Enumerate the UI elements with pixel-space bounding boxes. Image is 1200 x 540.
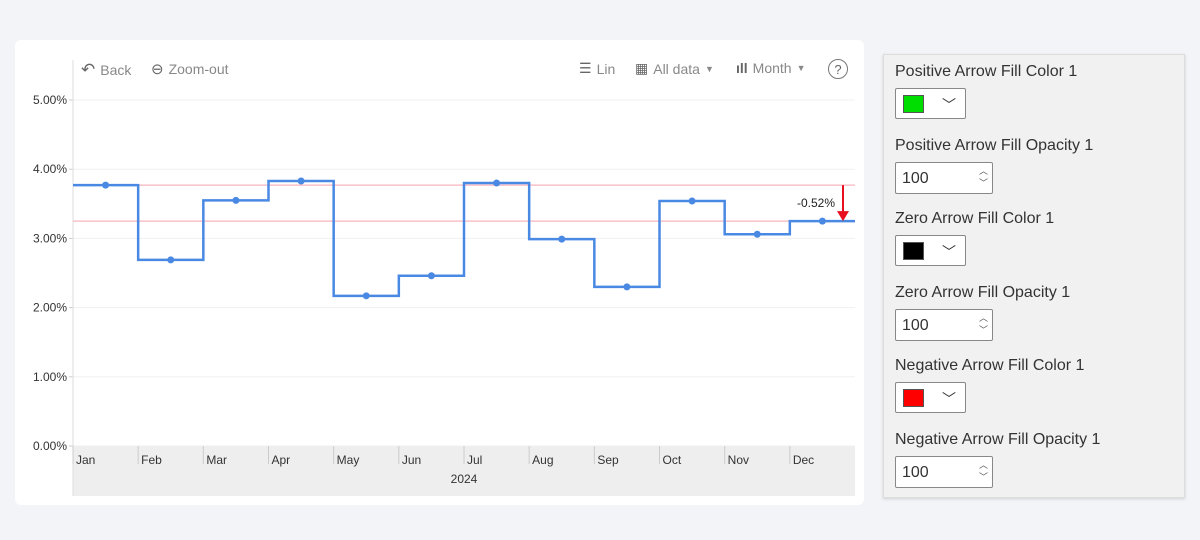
field-label: Negative Arrow Fill Opacity 1 <box>895 430 1101 448</box>
calendar-icon: ▦ <box>635 60 649 76</box>
opacity-stepper[interactable]: 100 ︿ ﹀ <box>895 308 993 341</box>
x-tick-label: Jan <box>76 453 95 467</box>
data-point <box>362 292 370 300</box>
chevron-down-icon: ﹀ <box>942 244 956 260</box>
data-point <box>558 235 566 243</box>
color-swatch <box>903 95 924 113</box>
zoom-out-label: Zoom-out <box>168 61 229 77</box>
field-label: Positive Arrow Fill Opacity 1 <box>895 136 1094 154</box>
opacity-stepper[interactable]: 100 ︿ ﹀ <box>895 455 993 488</box>
spinner-arrows-icon[interactable]: ︿ ﹀ <box>978 165 988 188</box>
data-point <box>753 230 761 238</box>
change-arrow-head-icon <box>837 211 849 222</box>
back-icon: ↶ <box>81 60 96 79</box>
color-picker[interactable]: ﹀ <box>895 382 966 413</box>
x-tick-label: May <box>337 453 360 467</box>
change-annotation: -0.52% <box>797 196 835 210</box>
period-label: Month <box>752 60 792 76</box>
opacity-value: 100 <box>902 316 929 334</box>
bar-chart-icon: ıll <box>736 60 748 76</box>
format-panel: Positive Arrow Fill Color 1 ﹀ Positive Arr… <box>883 54 1185 498</box>
x-tick-label: Oct <box>663 453 682 467</box>
y-tick-label: 1.00% <box>33 370 67 384</box>
series-line <box>73 179 855 298</box>
range-dropdown[interactable]: ▦ All data ▼ <box>635 60 714 77</box>
color-picker[interactable]: ﹀ <box>895 88 966 119</box>
spinner-arrows-icon[interactable]: ︿ ﹀ <box>978 459 988 482</box>
x-tick-label: Dec <box>793 453 814 467</box>
x-tick-label: Nov <box>728 453 749 467</box>
caret-down-icon: ▼ <box>704 63 714 74</box>
chevron-down-icon: ﹀ <box>942 97 956 113</box>
y-tick-label: 4.00% <box>33 162 67 176</box>
list-icon: ☰ <box>579 60 592 76</box>
range-label: All data <box>653 60 700 77</box>
opacity-value: 100 <box>902 463 929 481</box>
data-point <box>623 283 631 291</box>
field-label: Zero Arrow Fill Opacity 1 <box>895 283 1071 301</box>
data-point <box>167 256 175 264</box>
color-swatch <box>903 389 924 407</box>
y-tick-label: 0.00% <box>33 439 67 453</box>
data-point <box>232 196 240 204</box>
step-line-chart: 0.00% 1.00% 2.00% 3.00% 4.00% 5.00% Jan Feb Mar A… <box>33 60 855 496</box>
field-label: Positive Arrow Fill Color 1 <box>895 63 1078 80</box>
x-group-label: 2024 <box>451 472 478 486</box>
y-tick-label: 2.00% <box>33 301 67 315</box>
chart-card: 0.00% 1.00% 2.00% 3.00% 4.00% 5.00% Jan Feb Mar A… <box>15 40 864 505</box>
caret-down-icon: ▼ <box>796 63 806 73</box>
field-label: Zero Arrow Fill Color 1 <box>895 210 1055 227</box>
help-icon[interactable]: ? <box>828 59 848 79</box>
color-picker[interactable]: ﹀ <box>895 235 966 266</box>
x-tick-label: Feb <box>141 453 162 467</box>
x-tick-label: Jun <box>402 453 421 467</box>
help-label: ? <box>834 61 842 77</box>
scale-button[interactable]: ☰ Lin <box>579 60 615 77</box>
data-point <box>297 177 305 185</box>
opacity-value: 100 <box>902 169 929 187</box>
x-tick-label: Apr <box>272 453 291 467</box>
scale-label: Lin <box>596 60 616 77</box>
zoom-out-icon: ⊖ <box>151 61 164 78</box>
spinner-arrows-icon[interactable]: ︿ ﹀ <box>978 312 988 335</box>
x-tick-label: Sep <box>597 453 619 467</box>
back-button[interactable]: ↶ Back <box>81 60 131 80</box>
opacity-stepper[interactable]: 100 ︿ ﹀ <box>895 161 993 194</box>
field-label: Negative Arrow Fill Color 1 <box>895 357 1085 374</box>
data-point <box>818 217 826 225</box>
zoom-out-button[interactable]: ⊖ Zoom-out <box>151 60 229 78</box>
color-swatch <box>903 242 924 260</box>
y-tick-label: 3.00% <box>33 231 67 245</box>
chevron-down-icon: ﹀ <box>942 391 956 407</box>
y-tick-label: 5.00% <box>33 93 67 107</box>
x-tick-label: Aug <box>532 453 553 467</box>
data-point <box>688 197 696 205</box>
data-point <box>102 181 110 189</box>
x-tick-label: Jul <box>467 453 482 467</box>
back-label: Back <box>100 62 132 78</box>
x-tick-label: Mar <box>206 453 227 467</box>
data-point <box>427 272 435 280</box>
period-dropdown[interactable]: ıll Month ▼ <box>736 60 806 76</box>
data-point <box>493 179 501 187</box>
